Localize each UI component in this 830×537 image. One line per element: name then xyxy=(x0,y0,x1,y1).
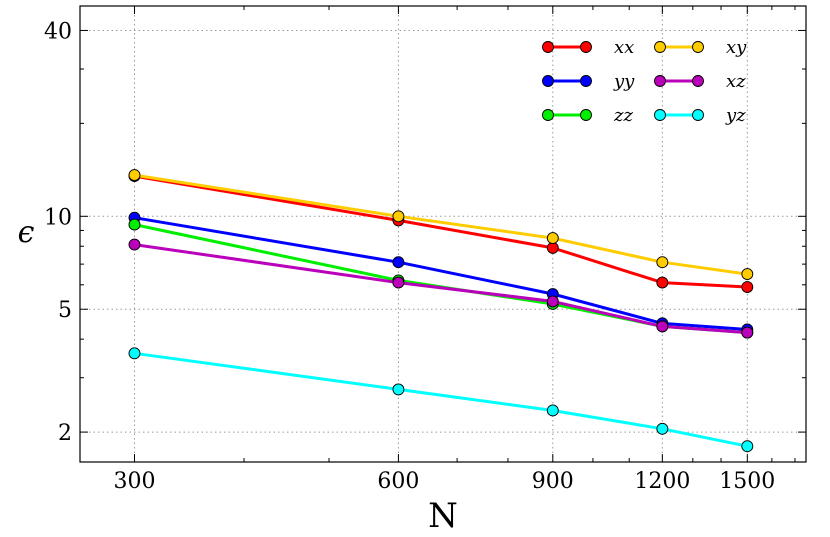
x-tick-label: 900 xyxy=(532,469,574,494)
y-tick-label: 40 xyxy=(44,19,72,44)
data-point-xx xyxy=(656,276,669,289)
legend-label: xy xyxy=(726,37,747,58)
series-line-xz xyxy=(134,243,748,335)
legend-entry-xy: xy xyxy=(654,37,747,58)
legend-marker xyxy=(542,109,554,121)
data-point-yz xyxy=(128,347,141,360)
grid xyxy=(80,6,806,462)
legend-entry-yy: yy xyxy=(542,71,635,92)
data-point-xz xyxy=(128,238,141,251)
data-point-xz xyxy=(741,326,754,339)
legend-marker xyxy=(692,75,704,87)
y-tick-label: 2 xyxy=(58,421,72,446)
data-point-xx xyxy=(741,281,754,293)
legend-marker xyxy=(654,109,666,121)
y-tick-label: 5 xyxy=(58,298,72,323)
x-axis-label: N xyxy=(428,496,458,536)
y-axis-label: ϵ xyxy=(18,215,35,250)
legend-marker xyxy=(580,41,592,53)
legend-marker xyxy=(654,75,666,87)
data-point-xy xyxy=(128,169,141,182)
data-point-yz xyxy=(741,440,754,453)
data-point-yz xyxy=(546,404,559,417)
data-point-xy xyxy=(392,210,405,223)
series-yy xyxy=(128,211,754,336)
legend-label: yz xyxy=(725,105,746,126)
data-point-xz xyxy=(546,295,559,308)
legend-entry-xx: xx xyxy=(542,37,634,58)
series-line-yy xyxy=(134,216,748,331)
legend-entry-yz: yz xyxy=(654,105,746,126)
data-point-xy xyxy=(741,268,754,281)
data-point-xy xyxy=(656,256,669,269)
series-xy xyxy=(128,169,754,281)
legend-entry-zz: zz xyxy=(542,105,633,126)
legend-marker xyxy=(542,75,554,87)
x-tick-label: 600 xyxy=(377,469,419,494)
data-point-xz xyxy=(656,320,669,333)
data-point-yz xyxy=(392,383,405,396)
legend-marker xyxy=(692,109,704,121)
series-lines xyxy=(128,169,754,453)
legend-label: xz xyxy=(726,71,746,92)
series-line-zz xyxy=(134,223,748,335)
legend-marker xyxy=(692,41,704,53)
data-point-yz xyxy=(656,422,669,435)
legend-marker xyxy=(580,75,592,87)
legend-label: zz xyxy=(613,105,633,126)
legend-label: xx xyxy=(614,37,634,58)
x-tick-label: 300 xyxy=(113,469,155,494)
y-tick-label: 10 xyxy=(44,205,72,230)
x-tick-label: 1500 xyxy=(719,469,775,494)
data-point-xz xyxy=(392,276,405,289)
x-tick-label: 1200 xyxy=(634,469,690,494)
data-point-yy xyxy=(392,256,405,269)
plot-frame xyxy=(79,5,807,463)
series-xz xyxy=(128,238,754,339)
series-yz xyxy=(128,347,754,453)
legend-marker xyxy=(654,41,666,53)
legend-marker xyxy=(580,109,592,121)
data-point-xy xyxy=(546,232,559,245)
data-point-xx xyxy=(546,241,559,254)
legend-marker xyxy=(542,41,554,53)
legend: xx yy zz xy xz yz xyxy=(542,37,747,126)
legend-label: yy xyxy=(613,71,635,92)
legend-entry-xz: xz xyxy=(654,71,746,92)
axis-ticks: 300 600 900 1200 1500 2 5 10 40 xyxy=(44,6,806,494)
data-point-zz xyxy=(128,218,141,231)
